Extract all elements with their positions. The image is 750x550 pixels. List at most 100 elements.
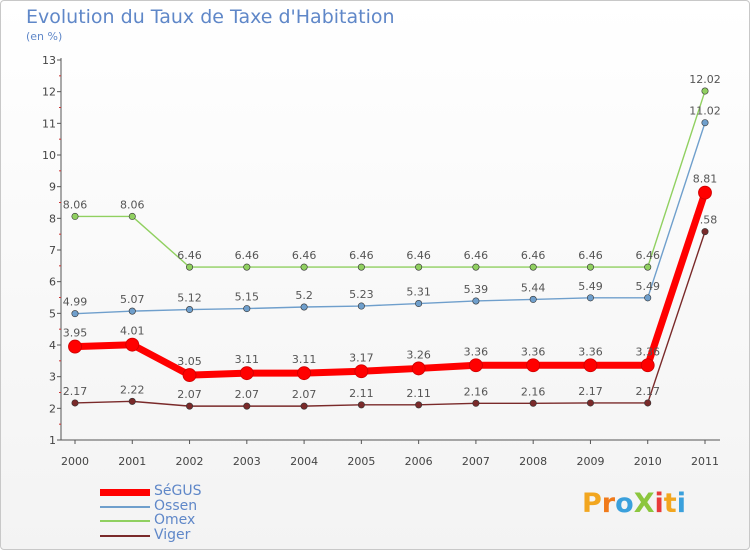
data-label-s-gus-2002: 3.05 [177, 355, 202, 368]
y-tick-label-6: 6 [49, 276, 56, 289]
x-tick-label-2002: 2002 [176, 455, 204, 468]
series-point-viger-2001 [128, 397, 136, 405]
series-point-viger-2002 [186, 402, 194, 410]
data-label-ossen-2011: 11.02 [689, 105, 721, 118]
series-line-viger [74, 230, 706, 407]
data-label-viger-2008: 2.16 [521, 385, 546, 398]
series-point-ossen-2004 [300, 303, 308, 311]
series-point-ossen-2010 [644, 294, 652, 302]
data-label-viger-2000: 2.17 [63, 385, 88, 398]
series-point-s-gus-2010 [640, 358, 655, 373]
legend-swatch [100, 489, 150, 496]
data-label-ossen-2009: 5.49 [578, 280, 603, 293]
y-tick-label-12: 12 [42, 86, 56, 99]
series-point-omex-2008 [529, 263, 537, 271]
y-tick-label-11: 11 [42, 117, 56, 130]
series-point-omex-2002 [186, 263, 194, 271]
y-tick-label-1: 1 [49, 434, 56, 447]
data-label-omex-2002: 6.46 [177, 249, 202, 262]
data-label-viger-2010: 2.17 [635, 385, 660, 398]
series-point-viger-2009 [586, 399, 594, 407]
series-point-s-gus-2008 [526, 358, 541, 373]
series-point-omex-2009 [586, 263, 594, 271]
data-label-ossen-2007: 5.39 [464, 283, 489, 296]
series-point-viger-2007 [472, 399, 480, 407]
x-tick-label-2000: 2000 [61, 455, 89, 468]
series-point-omex-2007 [472, 263, 480, 271]
legend-label: SéGUS [154, 483, 202, 499]
series-point-ossen-2002 [186, 306, 194, 314]
data-label-s-gus-2001: 4.01 [120, 325, 145, 338]
data-label-viger-2002: 2.07 [177, 388, 202, 401]
data-label-s-gus-2004: 3.11 [292, 353, 317, 366]
series-point-ossen-2001 [128, 307, 136, 315]
y-tick-label-2: 2 [49, 402, 56, 415]
data-label-s-gus-2011: 8.81 [693, 173, 718, 186]
data-label-viger-2004: 2.07 [292, 388, 317, 401]
x-tick-label-2011: 2011 [691, 455, 719, 468]
series-line-omex [74, 90, 706, 268]
series-point-ossen-2003 [243, 305, 251, 313]
data-label-omex-2007: 6.46 [464, 249, 489, 262]
data-label-viger-2006: 2.11 [406, 387, 431, 400]
series-point-viger-2000 [71, 399, 79, 407]
data-label-omex-2003: 6.46 [235, 249, 260, 262]
data-label-s-gus-2009: 3.36 [578, 345, 603, 358]
series-point-omex-2000 [71, 212, 79, 220]
series-point-viger-2005 [357, 401, 365, 409]
series-point-omex-2001 [128, 212, 136, 220]
data-label-omex-2000: 8.06 [63, 198, 88, 211]
y-tick-label-8: 8 [49, 212, 56, 225]
series-point-viger-2003 [243, 402, 251, 410]
series-point-omex-2011 [701, 87, 709, 95]
series-point-viger-2008 [529, 399, 537, 407]
legend-swatch [100, 505, 150, 508]
series-point-s-gus-2001 [125, 337, 140, 352]
series-point-ossen-2008 [529, 295, 537, 303]
data-label-ossen-2000: 4.99 [63, 296, 88, 309]
y-tick-label-9: 9 [49, 181, 56, 194]
x-tick-label-2009: 2009 [576, 455, 604, 468]
data-label-omex-2004: 6.46 [292, 249, 317, 262]
logo-letter: i [654, 488, 664, 519]
x-tick-label-2001: 2001 [118, 455, 146, 468]
series-point-omex-2005 [357, 263, 365, 271]
logo-letter: o [615, 488, 634, 519]
data-label-omex-2008: 6.46 [521, 249, 546, 262]
series-point-ossen-2006 [415, 300, 423, 308]
series-point-viger-2006 [415, 401, 423, 409]
legend-swatch [100, 534, 150, 537]
logo-letter: i [676, 488, 686, 519]
data-label-viger-2005: 2.11 [349, 387, 374, 400]
series-point-s-gus-2007 [469, 358, 483, 373]
series-point-s-gus-2003 [239, 366, 254, 381]
data-label-ossen-2006: 5.31 [406, 286, 431, 299]
legend-label: Ossen [154, 497, 198, 514]
data-label-viger-2007: 2.16 [464, 385, 489, 398]
data-label-viger-2009: 2.17 [578, 385, 603, 398]
data-label-ossen-2010: 5.49 [635, 280, 660, 293]
series-point-omex-2006 [415, 263, 423, 271]
series-point-omex-2010 [644, 263, 652, 271]
x-tick-label-2008: 2008 [519, 455, 547, 468]
data-label-s-gus-2003: 3.11 [235, 353, 260, 366]
series-point-s-gus-2000 [68, 339, 82, 354]
x-tick-label-2005: 2005 [347, 455, 375, 468]
x-tick-label-2006: 2006 [405, 455, 433, 468]
series-point-omex-2003 [243, 263, 251, 271]
series-point-viger-2004 [300, 402, 308, 410]
data-label-s-gus-2006: 3.26 [406, 348, 431, 361]
series-point-ossen-2000 [71, 310, 79, 318]
y-tick-label-3: 3 [49, 371, 56, 384]
series-point-viger-2010 [644, 399, 652, 407]
data-label-omex-2011: 12.02 [689, 73, 721, 86]
data-label-ossen-2004: 5.2 [295, 289, 313, 302]
series-point-viger-2011 [701, 228, 709, 236]
logo-letter: X [633, 488, 655, 519]
series-point-s-gus-2004 [297, 366, 311, 381]
x-tick-label-2003: 2003 [233, 455, 261, 468]
data-label-omex-2006: 6.46 [406, 249, 431, 262]
